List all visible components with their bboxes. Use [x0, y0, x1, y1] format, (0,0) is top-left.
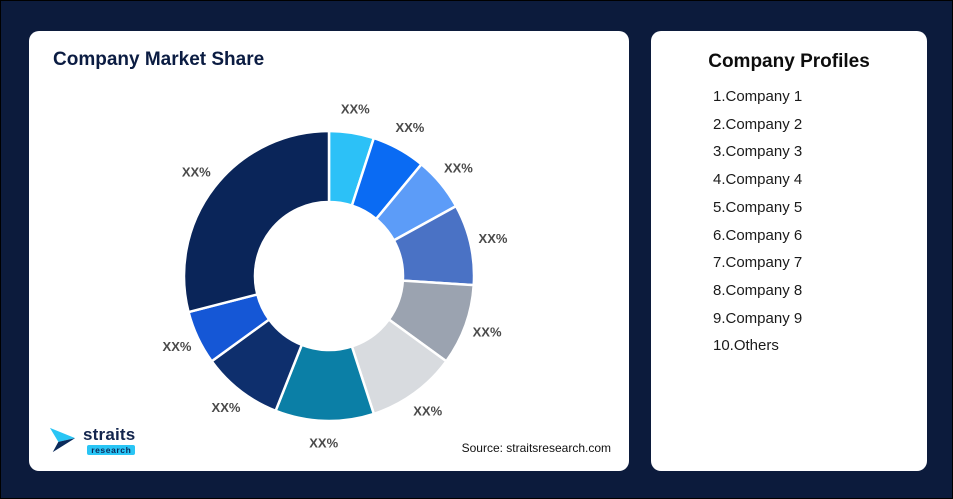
- market-share-card: Company Market Share XX% XX% XX% XX% XX% XX% X…: [29, 31, 629, 471]
- profile-item: 4.Company 4: [713, 171, 803, 189]
- segment-label-6: XX%: [413, 403, 442, 418]
- segment-label-9: XX%: [163, 339, 192, 354]
- logo-text: straits research: [83, 424, 136, 455]
- straits-logo: straits research: [49, 424, 136, 455]
- profiles-title: Company Profiles: [708, 51, 870, 72]
- donut-segment-10: [182, 129, 331, 314]
- segment-label-2: XX%: [395, 120, 424, 135]
- segment-label-1: XX%: [341, 102, 370, 117]
- profile-item: 7.Company 7: [713, 254, 803, 272]
- straits-logo-icon: [49, 428, 76, 453]
- profile-item: 10.Others: [713, 337, 779, 355]
- profile-item: 9.Company 9: [713, 309, 803, 327]
- segment-label-8: XX%: [212, 400, 241, 415]
- segment-label-7: XX%: [309, 435, 338, 450]
- profile-item: 5.Company 5: [713, 198, 803, 216]
- segment-label-4: XX%: [479, 231, 508, 246]
- segment-label-10: XX%: [182, 164, 211, 179]
- segment-label-5: XX%: [473, 324, 502, 339]
- logo-sub-text: research: [87, 444, 136, 455]
- donut-chart: XX% XX% XX% XX% XX% XX% XX% XX% XX% XX%: [163, 102, 508, 451]
- profile-item: 2.Company 2: [713, 115, 803, 133]
- profiles-list: 1.Company 1 2.Company 2 3.Company 3 4.Co…: [713, 83, 917, 360]
- segment-label-3: XX%: [444, 160, 473, 175]
- profile-item: 3.Company 3: [713, 143, 803, 161]
- profiles-card: Company Profiles 1.Company 1 2.Company 2…: [651, 31, 927, 471]
- profile-item: 1.Company 1: [713, 88, 803, 105]
- profile-item: 8.Company 8: [713, 281, 803, 299]
- chart-title: Company Market Share: [53, 49, 265, 70]
- logo-brand-text: straits: [83, 424, 136, 444]
- profile-item: 6.Company 6: [713, 226, 803, 244]
- source-text: Source: straitsresearch.com: [461, 441, 611, 455]
